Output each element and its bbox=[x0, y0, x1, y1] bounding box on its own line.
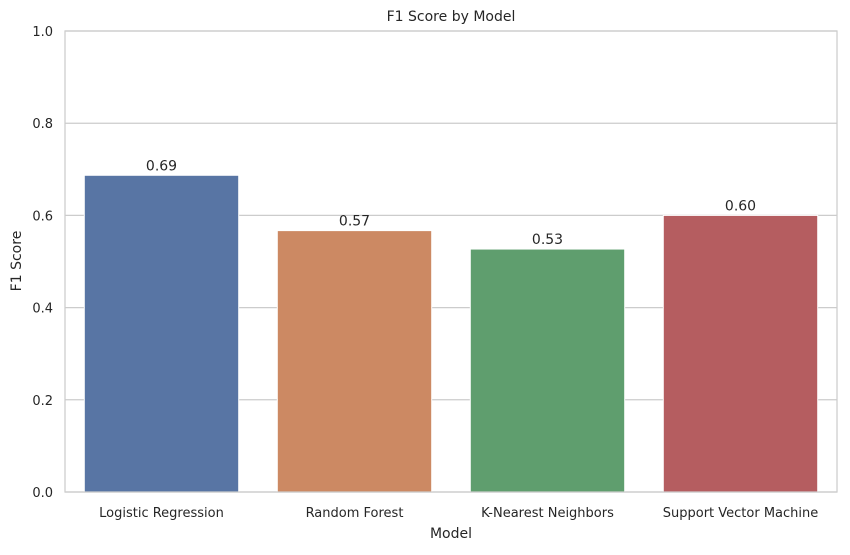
x-tick-label: Random Forest bbox=[306, 506, 404, 521]
y-tick-label: 0.0 bbox=[32, 486, 53, 501]
bar-value-label: 0.57 bbox=[339, 214, 370, 230]
y-tick-label: 0.4 bbox=[32, 302, 53, 317]
bar bbox=[83, 174, 240, 493]
data-labels: 0.69 0.57 0.53 0.60 bbox=[146, 158, 756, 248]
y-axis-label: F1 Score bbox=[9, 231, 25, 292]
x-tick-labels: Logistic Regression Random Forest K-Neares… bbox=[99, 506, 818, 521]
y-tick-label: 1.0 bbox=[32, 25, 53, 40]
x-tick-label: Logistic Regression bbox=[99, 506, 224, 521]
bars bbox=[83, 174, 819, 493]
bar-value-label: 0.60 bbox=[725, 198, 756, 214]
bar bbox=[662, 214, 819, 493]
y-tick-label: 0.2 bbox=[32, 394, 53, 409]
y-tick-label: 0.6 bbox=[32, 209, 53, 224]
x-tick-label: K-Nearest Neighbors bbox=[481, 506, 614, 521]
bar-value-label: 0.53 bbox=[532, 232, 563, 248]
x-axis-label: Model bbox=[430, 526, 472, 542]
x-tick-label: Support Vector Machine bbox=[663, 506, 819, 521]
bar bbox=[276, 230, 433, 493]
bar bbox=[469, 248, 626, 493]
chart-title: F1 Score by Model bbox=[387, 9, 516, 25]
plot-frame bbox=[64, 30, 838, 493]
y-tick-labels: 0.0 0.2 0.4 0.6 0.8 1.0 bbox=[32, 25, 53, 501]
bar-value-label: 0.69 bbox=[146, 158, 177, 174]
y-tick-label: 0.8 bbox=[32, 117, 53, 132]
